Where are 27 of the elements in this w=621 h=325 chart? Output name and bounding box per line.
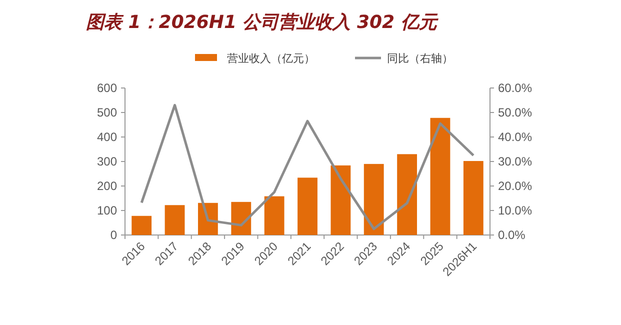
y-tick-label: 500 <box>96 106 118 120</box>
y-tick-label: 200 <box>96 179 118 193</box>
y-tick-label: 600 <box>96 81 118 95</box>
y2-tick-label: 60.0% <box>498 81 532 95</box>
y2-tick-label: 10.0% <box>498 204 532 218</box>
y-tick-label: 0 <box>110 228 118 242</box>
legend-label: 营业收入（亿元） <box>227 52 315 65</box>
bar <box>364 164 384 235</box>
chart-title: 图表 1：2026H1 公司营业收入 302 亿元 <box>86 12 439 33</box>
bar <box>164 205 185 235</box>
y2-tick-label: 20.0% <box>498 179 532 193</box>
y2-tick-label: 30.0% <box>498 154 532 168</box>
bar <box>430 118 450 235</box>
bar <box>132 216 152 235</box>
y-tick-label: 400 <box>96 130 118 144</box>
y2-tick-label: 50.0% <box>498 106 532 120</box>
bar <box>330 165 351 235</box>
y-tick-label: 300 <box>96 154 118 168</box>
legend-label: 同比（右轴） <box>387 52 453 65</box>
y-tick-label: 100 <box>96 204 118 218</box>
bar <box>463 161 484 235</box>
bar <box>298 178 318 235</box>
bar <box>264 196 284 235</box>
y2-tick-label: 0.0% <box>498 228 526 242</box>
bar <box>231 202 252 235</box>
y2-tick-label: 40.0% <box>498 130 532 144</box>
bar <box>397 154 417 235</box>
